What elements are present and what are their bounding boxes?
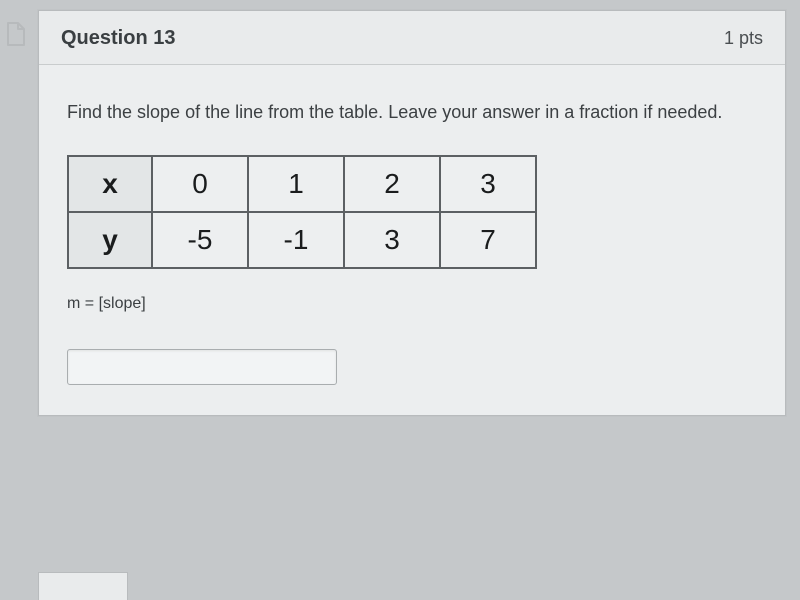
table-cell: -5 xyxy=(152,212,248,268)
question-prompt: Find the slope of the line from the tabl… xyxy=(67,99,757,127)
table-row: x 0 1 2 3 xyxy=(68,156,536,212)
row-label-x: x xyxy=(68,156,152,212)
next-card-stub xyxy=(38,572,128,600)
question-header: Question 13 1 pts xyxy=(39,11,785,65)
table-cell: 7 xyxy=(440,212,536,268)
question-points: 1 pts xyxy=(724,28,763,49)
table-cell: 3 xyxy=(344,212,440,268)
question-card: Question 13 1 pts Find the slope of the … xyxy=(38,10,786,416)
table-row: y -5 -1 3 7 xyxy=(68,212,536,268)
row-label-y: y xyxy=(68,212,152,268)
slope-label: m = [slope] xyxy=(67,295,757,313)
table-cell: 0 xyxy=(152,156,248,212)
data-table: x 0 1 2 3 y -5 -1 3 7 xyxy=(67,155,537,269)
question-body: Find the slope of the line from the tabl… xyxy=(39,65,785,415)
table-cell: 3 xyxy=(440,156,536,212)
answer-input[interactable] xyxy=(67,349,337,385)
question-title: Question 13 xyxy=(61,27,175,50)
table-cell: 2 xyxy=(344,156,440,212)
table-cell: -1 xyxy=(248,212,344,268)
page-icon xyxy=(6,22,26,46)
table-cell: 1 xyxy=(248,156,344,212)
